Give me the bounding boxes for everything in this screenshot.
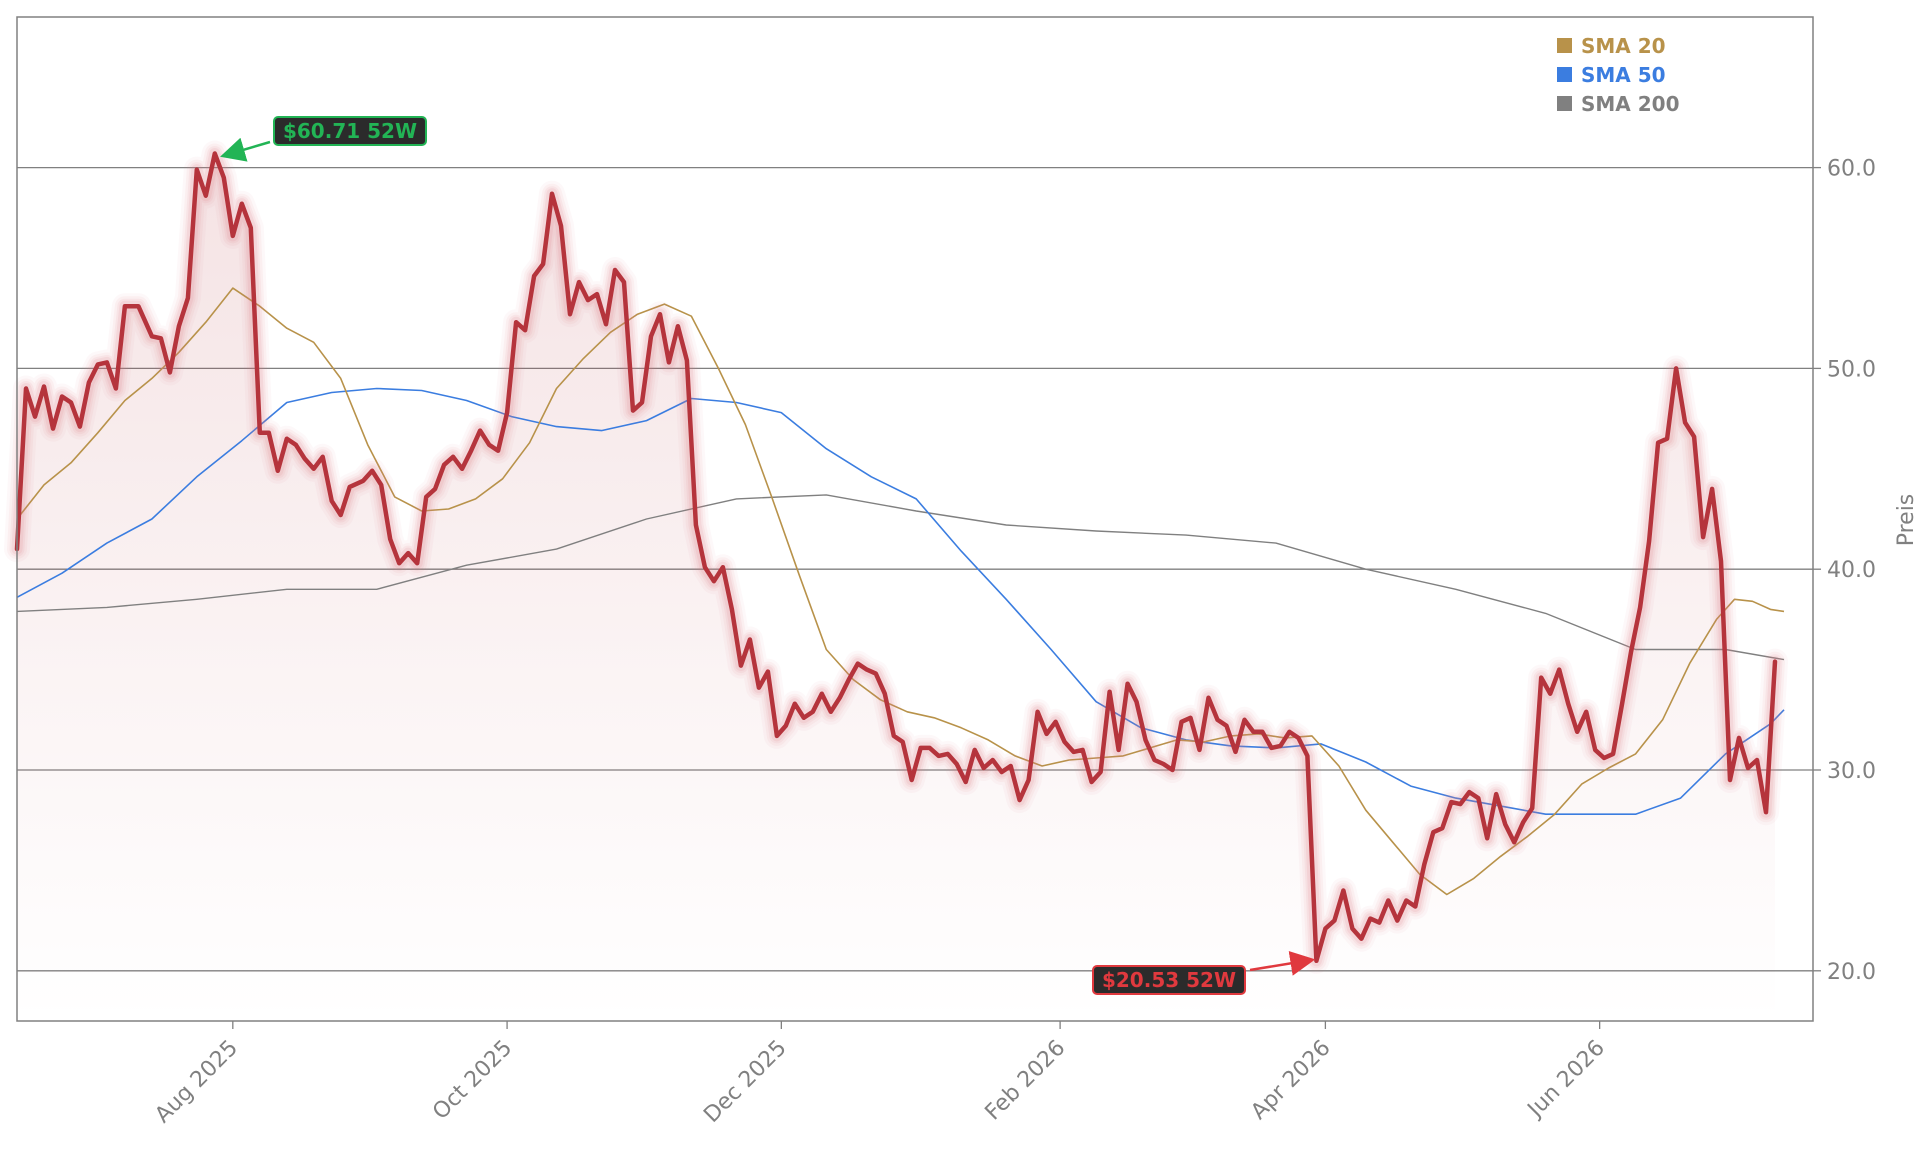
low-annotation-arrow <box>1249 951 1316 976</box>
sma20-line <box>16 287 1785 896</box>
legend-label: SMA 50 <box>1581 63 1666 87</box>
y-axis: 20.0 30.0 40.0 50.0 60.0 <box>1813 157 1876 985</box>
sma50-line <box>16 387 1785 815</box>
x-axis: Aug 2025 Oct 2025 Dec 2025 Feb 2026 Apr 2026… <box>150 1021 1610 1129</box>
high-annotation-label: $60.71 52W <box>283 119 417 143</box>
x-tick-label: Jun 2026 <box>1522 1036 1610 1124</box>
x-tick-label: Aug 2025 <box>150 1036 243 1129</box>
legend-swatch <box>1557 96 1572 111</box>
low-annotation-label: $20.53 52W <box>1102 968 1236 992</box>
x-tick-label: Apr 2026 <box>1246 1036 1335 1125</box>
price-line <box>14 151 1778 964</box>
low-annotation-box <box>1092 965 1246 995</box>
plot-frame <box>16 16 1814 1022</box>
legend-label: SMA 20 <box>1581 34 1666 58</box>
y-axis-label: Preis <box>1894 494 1919 547</box>
y-tick-label: 30.0 <box>1827 759 1876 784</box>
legend-swatch <box>1557 38 1572 53</box>
x-tick-label: Oct 2025 <box>428 1036 517 1125</box>
y-tick-label: 50.0 <box>1827 357 1876 382</box>
high-annotation-box <box>273 116 427 146</box>
high-annotation-arrow <box>220 137 271 162</box>
x-tick-label: Dec 2025 <box>699 1036 791 1128</box>
legend: SMA 20 SMA 50 SMA 200 <box>1557 34 1680 116</box>
y-tick-label: 20.0 <box>1827 960 1876 985</box>
legend-label: SMA 200 <box>1581 92 1680 116</box>
y-tick-label: 60.0 <box>1827 157 1876 182</box>
annotations: $60.71 52W $20.53 52W <box>220 116 1316 995</box>
legend-swatch <box>1557 67 1572 82</box>
price-area-fill <box>17 153 1775 1021</box>
sma200-line <box>16 494 1785 661</box>
y-tick-label: 40.0 <box>1827 558 1876 583</box>
x-tick-label: Feb 2026 <box>981 1036 1071 1126</box>
